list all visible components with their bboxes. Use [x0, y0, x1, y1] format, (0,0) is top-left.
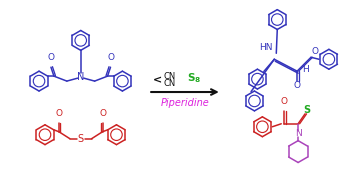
- Text: N: N: [77, 72, 84, 82]
- Text: N: N: [295, 129, 302, 138]
- Text: O: O: [281, 97, 288, 106]
- Text: <: <: [153, 75, 162, 85]
- Text: O: O: [312, 47, 318, 56]
- Text: S: S: [303, 105, 311, 115]
- Text: CN: CN: [163, 72, 175, 81]
- Text: O: O: [55, 109, 62, 118]
- Text: HN: HN: [260, 43, 273, 52]
- Text: O: O: [47, 53, 55, 62]
- Text: Piperidine: Piperidine: [160, 98, 209, 108]
- Text: H: H: [302, 65, 308, 74]
- Text: S: S: [78, 134, 84, 144]
- Text: O: O: [294, 81, 300, 90]
- Text: CN: CN: [163, 79, 175, 88]
- Text: $\mathregular{S_8}$: $\mathregular{S_8}$: [187, 71, 201, 85]
- Text: O: O: [107, 53, 114, 62]
- Text: O: O: [99, 109, 106, 118]
